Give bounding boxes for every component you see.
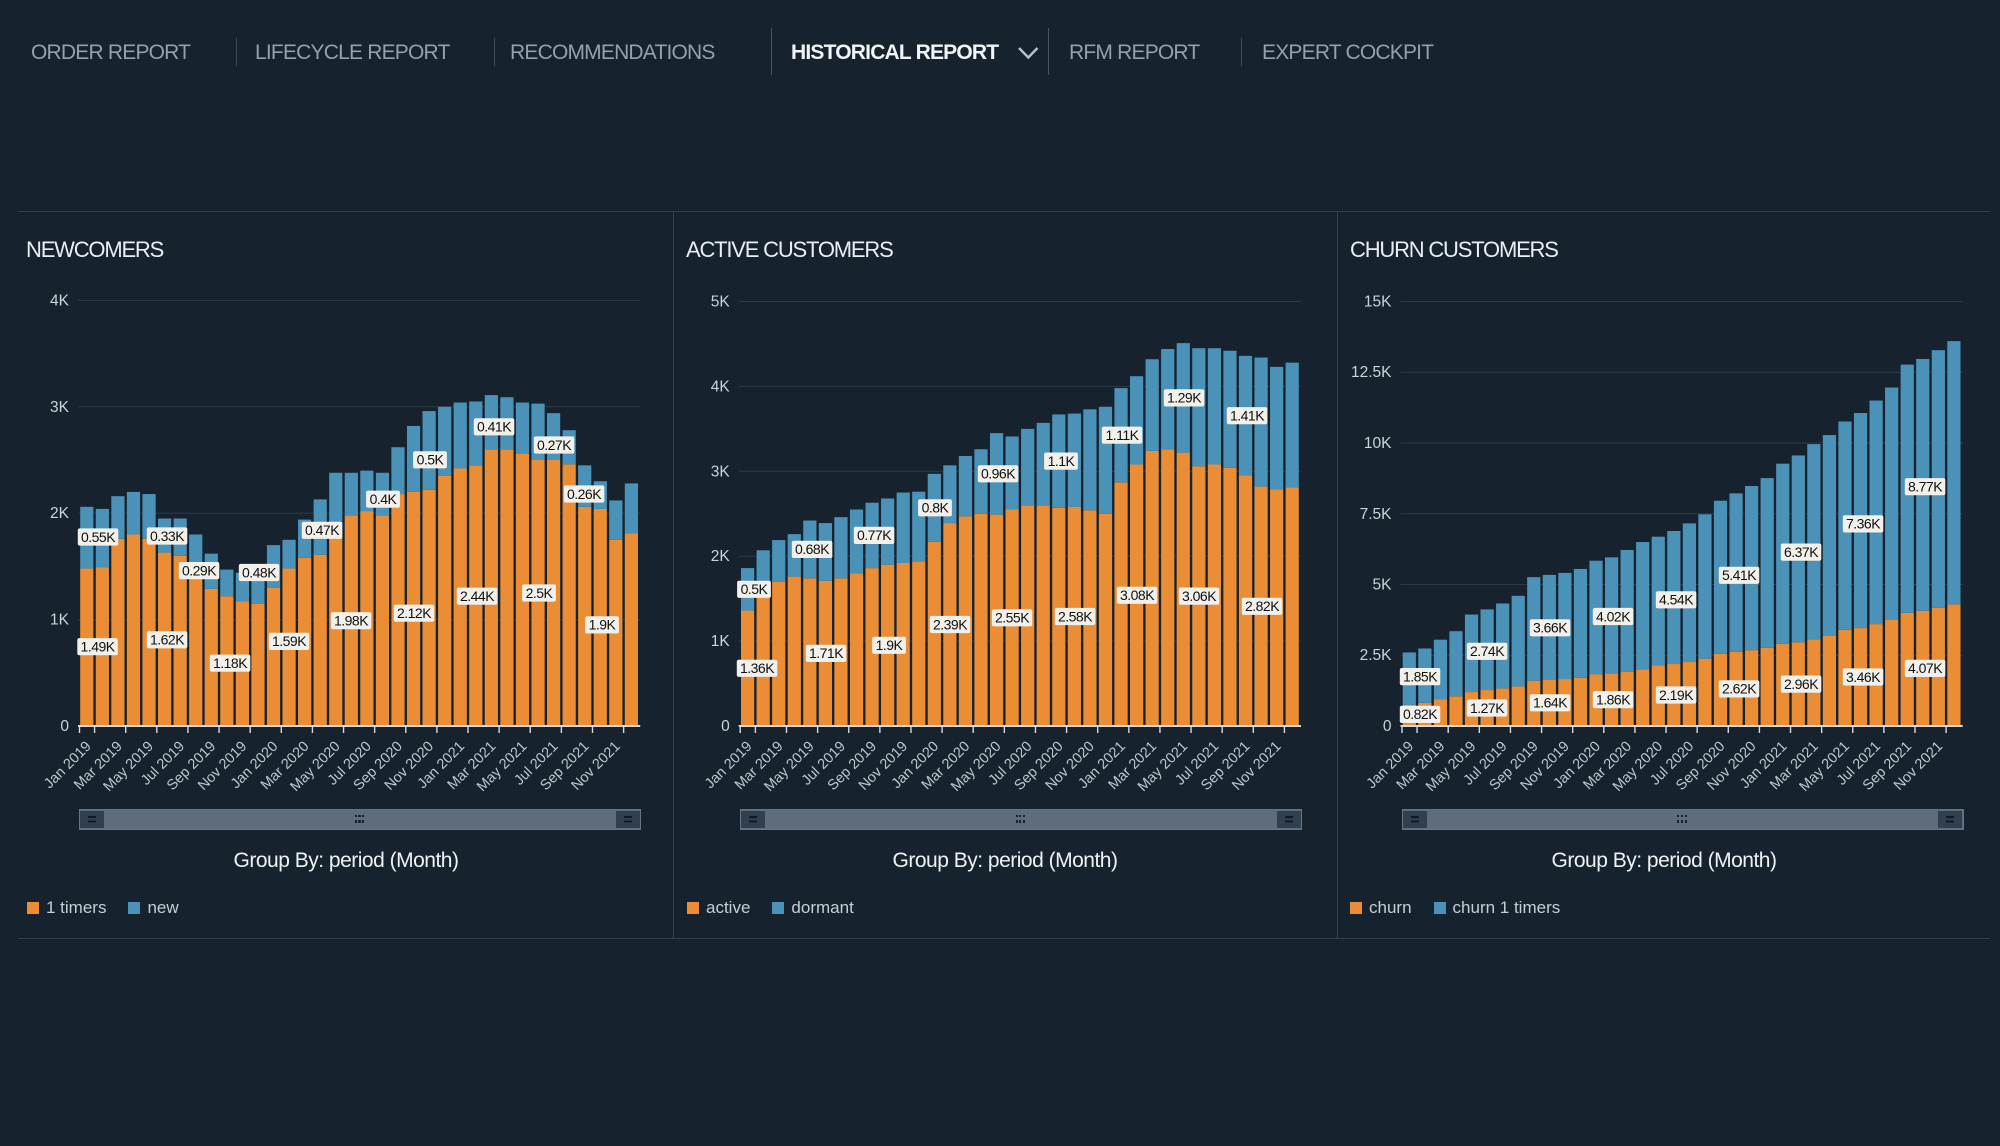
svg-text:1K: 1K <box>50 612 70 629</box>
svg-text:2.39K: 2.39K <box>933 616 968 632</box>
svg-text:2.58K: 2.58K <box>1058 608 1093 624</box>
svg-text:5K: 5K <box>1373 577 1393 594</box>
svg-text:1.86K: 1.86K <box>1596 692 1631 708</box>
svg-text:0.27K: 0.27K <box>537 437 572 453</box>
svg-text:1.59K: 1.59K <box>272 633 307 649</box>
svg-text:1.9K: 1.9K <box>876 637 904 653</box>
svg-text:2.5K: 2.5K <box>1360 647 1393 664</box>
svg-text:6.37K: 6.37K <box>1784 544 1819 560</box>
svg-text:0.8K: 0.8K <box>922 500 950 516</box>
svg-text:2.74K: 2.74K <box>1470 643 1505 659</box>
svg-text:0.82K: 0.82K <box>1403 706 1438 722</box>
svg-text:5.41K: 5.41K <box>1722 567 1757 583</box>
svg-text:10K: 10K <box>1364 435 1392 452</box>
svg-text:4.02K: 4.02K <box>1596 608 1631 624</box>
svg-text:4K: 4K <box>50 292 70 309</box>
svg-text:1.85K: 1.85K <box>1403 668 1438 684</box>
svg-text:1.11K: 1.11K <box>1105 427 1139 443</box>
svg-text:0.47K: 0.47K <box>305 522 340 538</box>
svg-text:1.9K: 1.9K <box>589 617 617 633</box>
svg-text:0: 0 <box>60 718 69 735</box>
svg-text:3.66K: 3.66K <box>1533 620 1568 636</box>
svg-text:2.5K: 2.5K <box>526 585 554 601</box>
svg-text:1.36K: 1.36K <box>740 660 775 676</box>
svg-text:2.96K: 2.96K <box>1784 676 1819 692</box>
svg-text:12.5K: 12.5K <box>1351 364 1392 381</box>
svg-text:4.07K: 4.07K <box>1908 660 1943 676</box>
svg-text:1.1K: 1.1K <box>1048 453 1076 469</box>
svg-text:2K: 2K <box>50 505 70 522</box>
svg-text:0.33K: 0.33K <box>150 528 185 544</box>
svg-text:2K: 2K <box>711 548 731 565</box>
svg-text:1.62K: 1.62K <box>150 632 185 648</box>
svg-text:0.5K: 0.5K <box>741 581 769 597</box>
svg-text:3.46K: 3.46K <box>1846 669 1881 685</box>
svg-text:0: 0 <box>721 718 730 735</box>
svg-text:2.82K: 2.82K <box>1245 598 1280 614</box>
svg-text:3K: 3K <box>50 399 70 416</box>
svg-text:1K: 1K <box>711 633 731 650</box>
svg-text:2.44K: 2.44K <box>460 588 495 604</box>
svg-text:1.41K: 1.41K <box>1230 408 1265 424</box>
svg-text:0.96K: 0.96K <box>981 466 1016 482</box>
svg-text:0.55K: 0.55K <box>81 529 116 545</box>
svg-text:1.64K: 1.64K <box>1533 695 1568 711</box>
svg-text:0.41K: 0.41K <box>477 419 512 435</box>
svg-text:8.77K: 8.77K <box>1908 479 1943 495</box>
svg-text:7.36K: 7.36K <box>1846 516 1881 532</box>
svg-text:0.26K: 0.26K <box>567 486 602 502</box>
svg-text:2.62K: 2.62K <box>1722 681 1757 697</box>
svg-text:0.29K: 0.29K <box>182 562 217 578</box>
svg-text:1.27K: 1.27K <box>1470 700 1505 716</box>
svg-text:1.98K: 1.98K <box>334 613 369 629</box>
svg-text:0.4K: 0.4K <box>370 491 398 507</box>
svg-text:3.08K: 3.08K <box>1120 587 1155 603</box>
svg-text:3.06K: 3.06K <box>1182 588 1217 604</box>
svg-text:0.77K: 0.77K <box>857 527 892 543</box>
svg-text:15K: 15K <box>1364 294 1392 311</box>
svg-text:2.19K: 2.19K <box>1659 687 1694 703</box>
svg-text:0.68K: 0.68K <box>795 541 830 557</box>
svg-text:1.18K: 1.18K <box>213 655 248 671</box>
svg-text:3K: 3K <box>711 463 731 480</box>
svg-text:7.5K: 7.5K <box>1360 506 1393 523</box>
svg-text:1.49K: 1.49K <box>81 639 116 655</box>
svg-text:2.55K: 2.55K <box>995 610 1030 626</box>
svg-text:2.12K: 2.12K <box>397 605 432 621</box>
svg-text:1.29K: 1.29K <box>1167 390 1202 406</box>
svg-text:1.71K: 1.71K <box>809 645 844 661</box>
svg-text:5K: 5K <box>711 294 731 311</box>
svg-text:0: 0 <box>1383 718 1392 735</box>
svg-text:4K: 4K <box>711 378 731 395</box>
svg-text:4.54K: 4.54K <box>1659 592 1694 608</box>
svg-text:0.5K: 0.5K <box>417 452 445 468</box>
svg-text:0.48K: 0.48K <box>242 564 277 580</box>
